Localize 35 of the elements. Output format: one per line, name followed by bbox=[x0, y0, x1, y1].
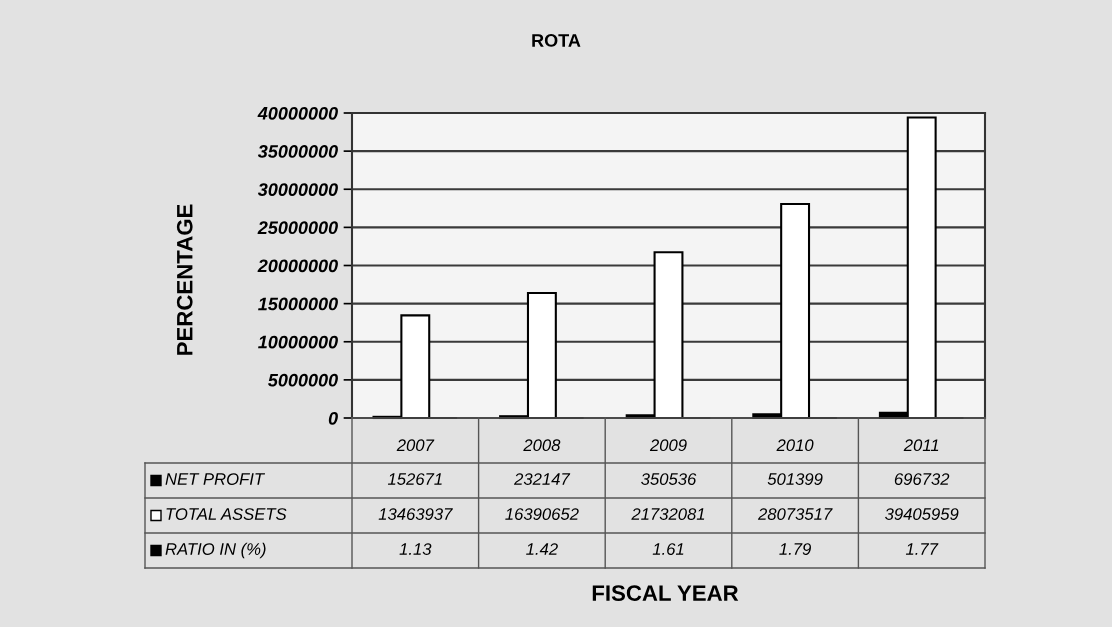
data-label: 232147 bbox=[514, 473, 571, 485]
x-tick-label: 2011 bbox=[903, 439, 939, 452]
data-label: 350536 bbox=[641, 473, 697, 485]
data-label: 28073517 bbox=[757, 508, 833, 520]
data-label: 1.13 bbox=[399, 543, 432, 555]
x-tick-label: 2007 bbox=[396, 439, 435, 452]
y-tick-label: 10000000 bbox=[258, 335, 338, 349]
chart-title: ROTA bbox=[532, 34, 581, 47]
data-label: 16390652 bbox=[505, 508, 579, 520]
data-label: 696732 bbox=[894, 473, 950, 485]
data-label: 1.61 bbox=[652, 543, 684, 555]
legend-label: RATIO IN (%) bbox=[165, 542, 266, 559]
y-tick-label: 0 bbox=[328, 411, 338, 425]
text: FISCAL YEAR bbox=[592, 585, 739, 601]
y-axis-title: PERCENTAGE bbox=[176, 204, 193, 355]
y-tick-label: 20000000 bbox=[257, 259, 338, 273]
data-label: 501399 bbox=[767, 473, 823, 485]
x-tick-label: 2009 bbox=[649, 439, 687, 452]
data-label: 152671 bbox=[387, 473, 442, 485]
data-label: 21732081 bbox=[631, 508, 705, 520]
x-tick-label: 2008 bbox=[523, 439, 561, 452]
data-label: 1.77 bbox=[905, 543, 939, 555]
data-label: 1.79 bbox=[779, 543, 811, 555]
y-tick-label: 5000000 bbox=[268, 373, 338, 387]
data-label: 13463937 bbox=[378, 508, 453, 520]
y-tick-label: 35000000 bbox=[257, 145, 338, 158]
data-label: 1.42 bbox=[526, 543, 558, 555]
data-label: 39405959 bbox=[885, 508, 959, 520]
x-tick-label: 2010 bbox=[776, 439, 814, 452]
legend-label: TOTAL ASSETS bbox=[166, 508, 287, 520]
y-tick-label: 40000000 bbox=[257, 106, 338, 120]
y-tick-label: 30000000 bbox=[257, 183, 338, 196]
legend-label: NET PROFIT bbox=[165, 473, 266, 485]
y-tick-label: 15000000 bbox=[258, 297, 338, 311]
y-tick-label: 25000000 bbox=[257, 221, 338, 235]
